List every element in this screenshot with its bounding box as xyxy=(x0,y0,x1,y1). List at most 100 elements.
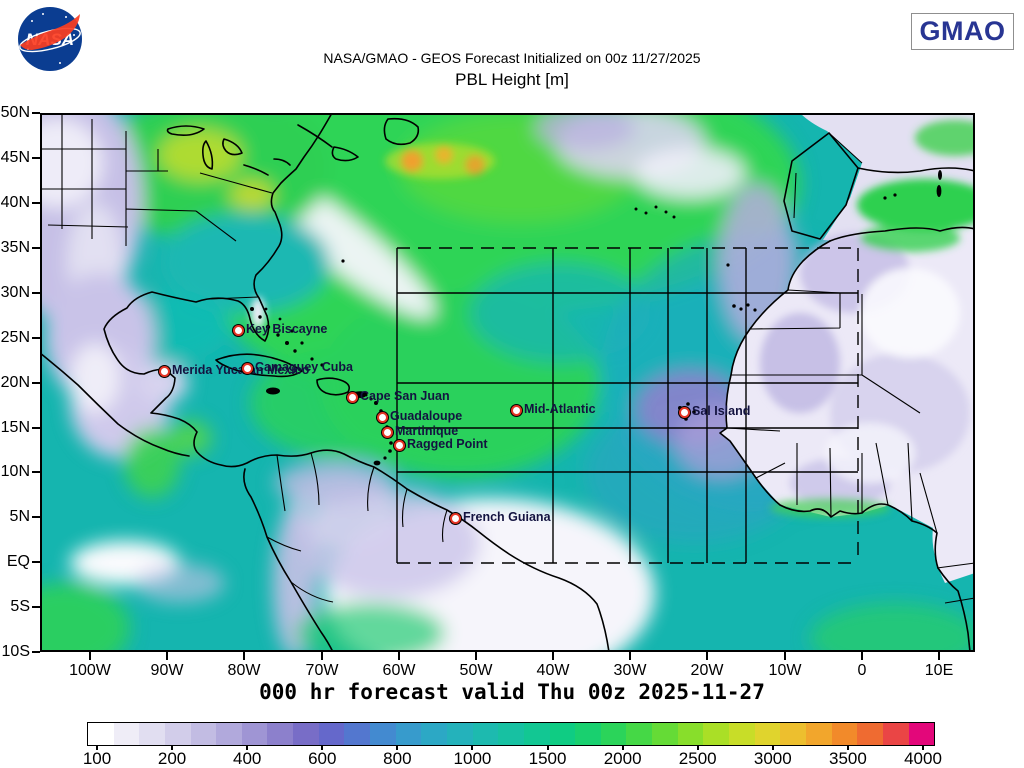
lon-label: 10E xyxy=(924,662,954,679)
colorbar-tick xyxy=(696,745,699,750)
lat-label: 35N xyxy=(0,239,30,256)
colorbar-cell xyxy=(805,723,832,745)
lat-tick xyxy=(32,247,40,249)
colorbar-cell xyxy=(164,723,191,745)
colorbar-tick xyxy=(922,745,924,750)
colorbar-cell xyxy=(780,723,806,745)
colorbar-tick-label: 1500 xyxy=(528,749,567,768)
map-frame xyxy=(40,113,975,652)
colorbar-cell xyxy=(344,723,371,745)
lat-label: 25N xyxy=(0,329,30,346)
colorbar-cell xyxy=(421,723,447,745)
map-canvas xyxy=(40,113,975,652)
colorbar-tick xyxy=(846,745,849,750)
gmao-logo: GMAO xyxy=(911,13,1014,50)
colorbar-tick xyxy=(621,745,624,750)
colorbar-tick xyxy=(321,745,324,750)
nasa-logo-stars xyxy=(27,13,75,64)
colorbar-tick xyxy=(471,745,474,750)
colorbar-tick xyxy=(171,745,174,750)
colorbar-cell xyxy=(472,723,499,745)
colorbar-cell xyxy=(703,723,730,745)
forecast-caption: 000 hr forecast valid Thu 00z 2025-11-27 xyxy=(259,680,765,704)
lat-tick xyxy=(32,202,40,204)
nasa-logo-swoosh xyxy=(20,14,80,50)
lat-label: 5S xyxy=(10,598,30,615)
colorbar-cell xyxy=(113,723,140,745)
colorbar-tick xyxy=(96,745,98,750)
colorbar-tick-label: 200 xyxy=(157,749,187,768)
lat-label: 50N xyxy=(0,104,30,121)
lat-label: 15N xyxy=(0,419,30,436)
colorbar-cell xyxy=(241,723,268,745)
lat-label: 10S xyxy=(1,643,30,660)
colorbar-cell xyxy=(293,723,319,745)
colorbar-tick-label: 4000 xyxy=(904,749,942,768)
colorbar-cell xyxy=(652,723,678,745)
colorbar-tick-label: 3500 xyxy=(828,749,867,768)
lon-tick xyxy=(398,652,400,660)
lon-tick xyxy=(552,652,554,660)
colorbar-cell xyxy=(498,723,524,745)
colorbar-tick-label: 1000 xyxy=(453,749,492,768)
lat-label: 40N xyxy=(0,194,30,211)
colorbar-tick-label: 2000 xyxy=(603,749,642,768)
lon-tick xyxy=(861,652,863,660)
lon-label: 0 xyxy=(857,662,867,679)
lon-label: 40W xyxy=(536,662,570,679)
colorbar-cell xyxy=(600,723,627,745)
lat-label: 10N xyxy=(0,463,30,480)
lon-label: 60W xyxy=(382,662,416,679)
lon-label: 10W xyxy=(768,662,802,679)
lat-tick xyxy=(32,561,40,563)
lon-tick xyxy=(629,652,631,660)
lat-tick xyxy=(32,516,40,518)
lat-tick xyxy=(32,337,40,339)
colorbar-cell xyxy=(370,723,396,745)
colorbar-cell xyxy=(446,723,473,745)
lat-tick xyxy=(32,427,40,429)
colorbar-cell xyxy=(754,723,781,745)
lon-tick xyxy=(166,652,168,660)
colorbar-cell xyxy=(139,723,165,745)
colorbar-tick-label: 400 xyxy=(232,749,262,768)
map-area xyxy=(40,113,975,652)
lon-axis: 100W 90W 80W 70W 60W 50W 40W 30W 20W 10W 0 10E xyxy=(40,652,975,686)
lon-tick xyxy=(321,652,323,660)
lat-label: 5N xyxy=(9,508,30,525)
colorbar-tick-label: 100 xyxy=(82,749,112,768)
colorbar-tick-label: 800 xyxy=(383,749,412,768)
lon-label: 70W xyxy=(305,662,339,679)
lon-label: 50W xyxy=(459,662,493,679)
lat-label: 30N xyxy=(0,284,30,301)
map-campaign-grid xyxy=(396,247,859,564)
colorbar-tick-label: 2500 xyxy=(678,749,717,768)
colorbar-cell xyxy=(267,723,294,745)
lat-tick xyxy=(32,292,40,294)
lon-tick xyxy=(89,652,91,660)
colorbar-cell xyxy=(216,723,242,745)
lon-tick xyxy=(784,652,786,660)
lat-tick xyxy=(32,157,40,159)
colorbar-cell xyxy=(88,723,114,745)
colorbar-scale: 100 200 400 600 800 1000 1500 2000 2500 3000 3500 4… xyxy=(83,745,942,768)
page-subtitle: PBL Height [m] xyxy=(455,70,569,89)
map-field-hotspots xyxy=(251,143,495,329)
map-coastlines xyxy=(40,113,975,652)
nasa-logo: NASA xyxy=(16,5,84,73)
lon-label: 30W xyxy=(613,662,647,679)
lat-tick xyxy=(32,606,40,608)
colorbar-cell xyxy=(677,723,704,745)
colorbar-tick-label: 3000 xyxy=(753,749,792,768)
lat-label: 45N xyxy=(0,149,30,166)
colorbar-cell xyxy=(575,723,601,745)
lon-label: 80W xyxy=(227,662,261,679)
colorbar-tick xyxy=(396,745,399,750)
lon-tick xyxy=(706,652,708,660)
lon-label: 90W xyxy=(150,662,184,679)
colorbar-cell xyxy=(395,723,422,745)
lat-tick xyxy=(32,651,40,653)
colorbar-cell xyxy=(318,723,345,745)
lat-label: EQ xyxy=(6,553,30,570)
